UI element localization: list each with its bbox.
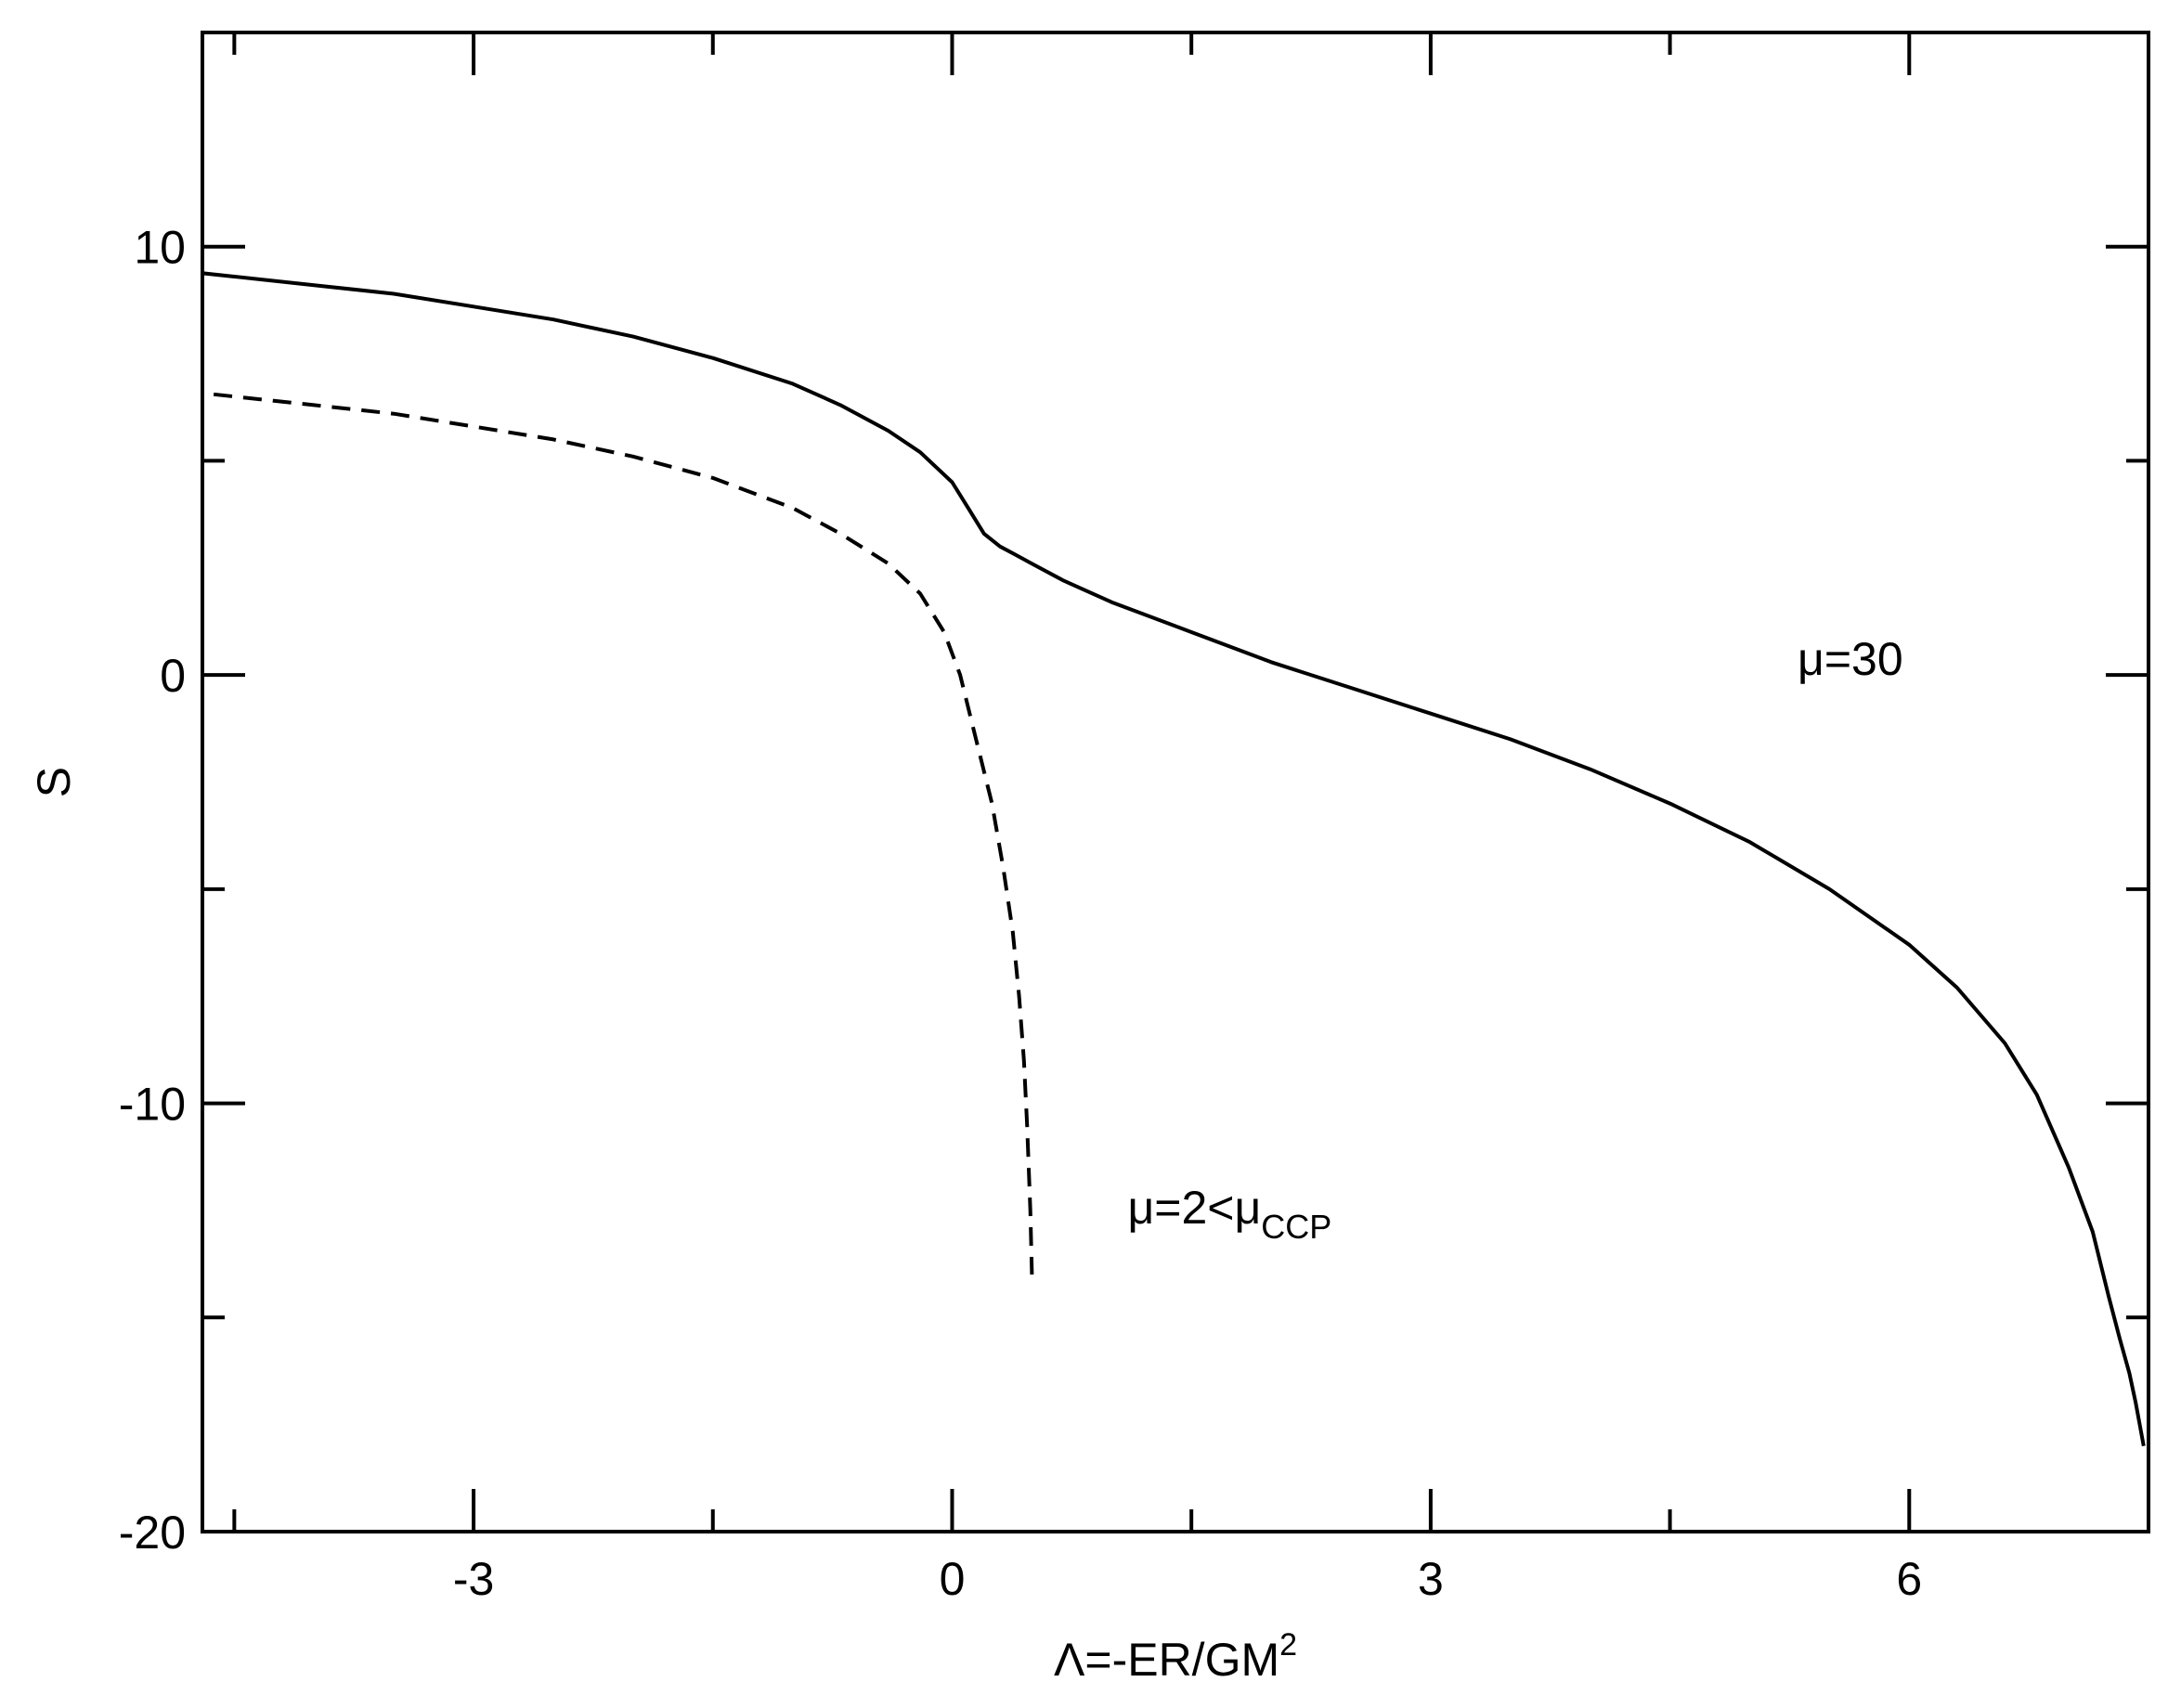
x-tick-label: 6 bbox=[1896, 1553, 1922, 1605]
series-group bbox=[202, 271, 2146, 1447]
annotation-mu-2-main: μ=2<μ bbox=[1127, 1182, 1261, 1234]
y-tick-label: 10 bbox=[134, 222, 186, 274]
annotation-mu-30: μ=30 bbox=[1798, 633, 1903, 685]
x-axis-label: Λ=-ER/GM2 bbox=[1054, 1627, 1297, 1686]
x-tick-label: 3 bbox=[1418, 1553, 1444, 1605]
annotation-mu-2-ccp: μ=2<μCCP bbox=[1127, 1182, 1331, 1246]
plot-frame bbox=[201, 31, 2150, 1533]
series-line-solid bbox=[202, 271, 2146, 1447]
x-tick-label: 0 bbox=[940, 1553, 966, 1605]
x-axis-label-superscript: 2 bbox=[1279, 1627, 1297, 1663]
tick-label-group: -3 0 3 6 -20 -10 0 10 bbox=[119, 222, 1922, 1605]
annotation-ccp-subscript: CCP bbox=[1261, 1208, 1331, 1246]
series-line-dashed bbox=[202, 391, 1034, 1275]
y-axis-label: S bbox=[28, 767, 80, 797]
y-tick-label: 0 bbox=[160, 650, 186, 702]
y-tick-label: -10 bbox=[119, 1079, 186, 1131]
y-tick-label: -20 bbox=[119, 1507, 186, 1559]
x-axis-label-main: Λ=-ER/GM bbox=[1054, 1634, 1279, 1686]
tick-group bbox=[202, 32, 2150, 1533]
x-tick-label: -3 bbox=[453, 1553, 494, 1605]
